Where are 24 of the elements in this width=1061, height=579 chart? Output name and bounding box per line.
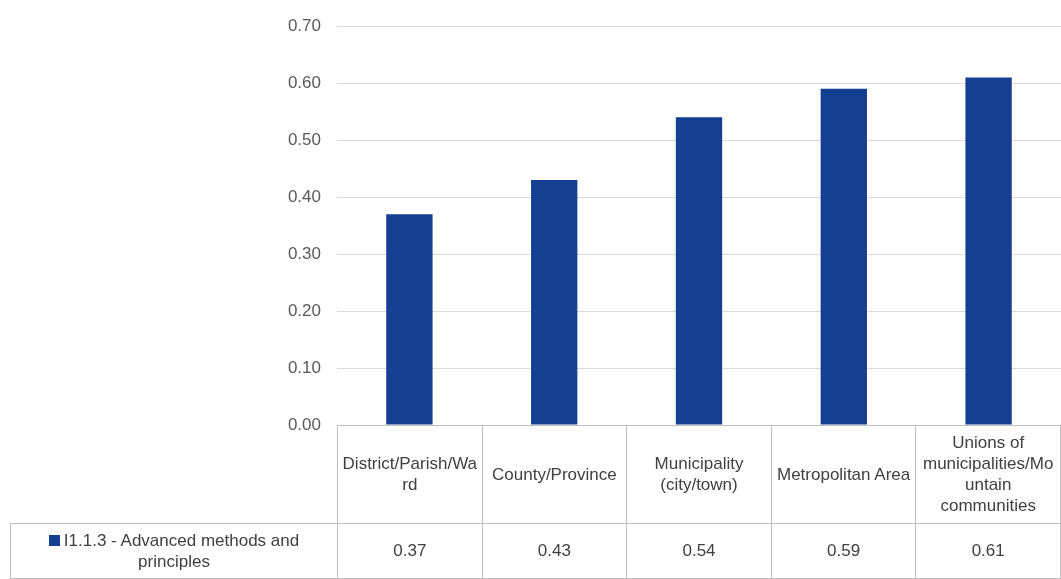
y-tick-label: 0.10 — [287, 357, 321, 377]
bar — [820, 88, 867, 425]
y-tick-label: 0.00 — [287, 414, 321, 434]
bar — [965, 77, 1012, 425]
data-label: 0.61 — [915, 523, 1061, 578]
y-tick-label: 0.40 — [287, 186, 321, 206]
x-tick-label: County/Province — [482, 425, 627, 523]
x-tick-label: Unions of municipalities/Mountain communities — [915, 425, 1061, 523]
x-tick-label: Municipality (city/town) — [626, 425, 772, 523]
data-label: 0.37 — [337, 523, 483, 578]
x-tick-label: Metropolitan Area — [771, 425, 916, 523]
legend-label: I1.1.3 - Advanced methods and principles — [10, 523, 338, 578]
bar — [675, 117, 723, 425]
bar — [531, 180, 578, 425]
data-label: 0.43 — [482, 523, 627, 578]
data-label: 0.54 — [626, 523, 772, 578]
y-tick-label: 0.30 — [287, 243, 321, 263]
data-label: 0.59 — [771, 523, 916, 578]
y-tick-label: 0.70 — [287, 15, 321, 35]
y-tick-label: 0.60 — [287, 72, 321, 92]
y-tick-label: 0.50 — [287, 129, 321, 149]
x-tick-label: District/Parish/Ward — [337, 425, 483, 523]
y-tick-label: 0.20 — [287, 300, 321, 320]
bar — [386, 214, 433, 425]
